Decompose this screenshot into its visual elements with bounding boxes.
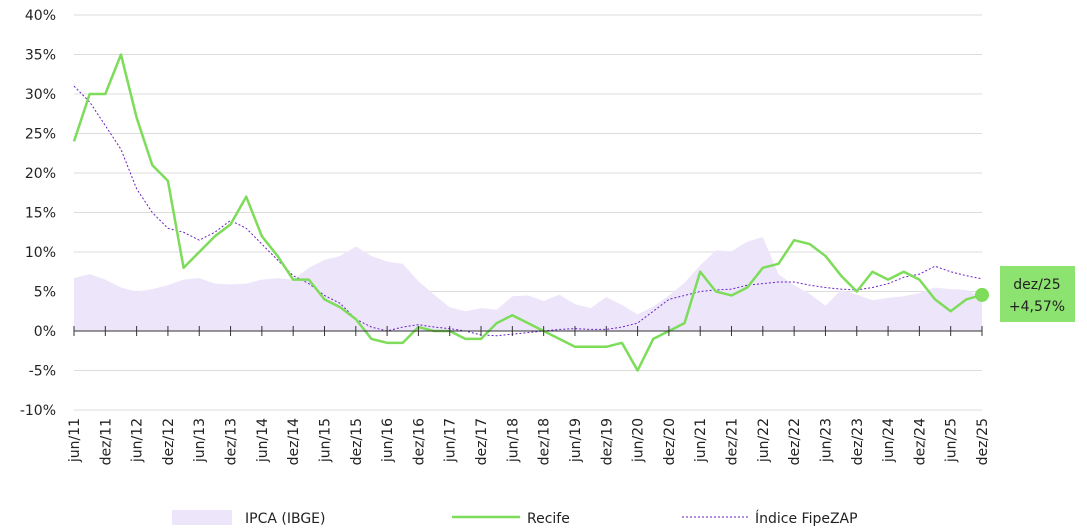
x-tick-label: dez/25 (975, 418, 991, 465)
x-tick-label: dez/19 (599, 418, 615, 465)
x-tick-label: dez/23 (850, 418, 866, 465)
y-tick-label: 40% (25, 8, 56, 24)
y-tick-label: -5% (29, 364, 56, 380)
legend-label: Índice FipeZAP (755, 510, 858, 527)
y-tick-label: 25% (25, 127, 56, 143)
x-tick-label: jun/23 (818, 418, 834, 463)
x-tick-label: dez/11 (98, 418, 114, 465)
x-tick-label: dez/18 (537, 418, 553, 465)
x-tick-label: jun/20 (631, 418, 647, 463)
y-tick-label: 30% (25, 87, 56, 103)
x-tick-label: dez/22 (787, 418, 803, 465)
annotation-text: dez/25 (1013, 277, 1060, 293)
legend-label: Recife (527, 511, 570, 527)
x-tick-label: jun/15 (317, 418, 333, 463)
x-tick-label: dez/20 (662, 418, 678, 465)
y-tick-label: 15% (25, 206, 56, 222)
x-tick-label: jun/22 (756, 418, 772, 463)
x-tick-label: jun/19 (568, 418, 584, 463)
x-tick-label: dez/21 (725, 418, 741, 465)
x-tick-label: dez/13 (224, 418, 240, 465)
y-tick-label: 5% (34, 285, 56, 301)
annotation-text: +4,57% (1009, 299, 1065, 315)
y-tick-label: 20% (25, 166, 56, 182)
x-tick-label: jun/21 (693, 418, 709, 463)
ipca-area (74, 236, 982, 331)
y-tick-label: 0% (34, 324, 56, 340)
x-tick-label: dez/15 (349, 418, 365, 465)
y-tick-label: -10% (20, 403, 56, 419)
legend-label: IPCA (IBGE) (245, 511, 325, 527)
x-tick-label: jun/13 (192, 418, 208, 463)
x-tick-label: jun/17 (443, 418, 459, 463)
y-tick-label: 35% (25, 48, 56, 64)
x-tick-label: jun/14 (255, 418, 271, 463)
x-tick-label: dez/14 (286, 418, 302, 465)
y-tick-label: 10% (25, 245, 56, 261)
x-tick-label: jun/24 (881, 418, 897, 463)
x-tick-label: jun/11 (67, 418, 83, 463)
x-tick-label: dez/17 (474, 418, 490, 465)
recife-line (72, 53, 983, 372)
x-tick-label: jun/12 (130, 418, 146, 463)
end-marker (975, 287, 989, 302)
x-tick-label: dez/16 (411, 418, 427, 465)
x-tick-label: dez/12 (161, 418, 177, 465)
x-tick-label: jun/16 (380, 418, 396, 463)
legend-swatch (172, 510, 232, 525)
x-tick-label: dez/24 (912, 418, 928, 465)
fipezap-line (73, 85, 983, 337)
x-tick-label: jun/18 (505, 418, 521, 463)
x-tick-label: jun/25 (944, 418, 960, 463)
annotation-box (1000, 266, 1075, 322)
